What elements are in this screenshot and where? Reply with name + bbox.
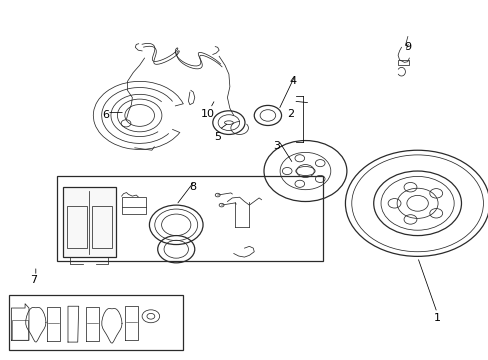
Text: 4: 4 (289, 76, 296, 86)
Text: 1: 1 (433, 313, 440, 323)
Text: 6: 6 (102, 111, 109, 121)
Bar (57, 176, 322, 261)
Text: 9: 9 (404, 42, 410, 52)
Bar (122, 197, 146, 214)
Text: 10: 10 (201, 109, 215, 119)
Bar (12, 320, 28, 339)
Text: 5: 5 (214, 132, 221, 142)
Bar (67, 206, 87, 248)
Bar (92, 206, 112, 248)
Text: 7: 7 (30, 275, 38, 285)
Text: 3: 3 (272, 141, 279, 151)
Bar (397, 60, 408, 65)
Text: 2: 2 (286, 109, 294, 119)
Bar (9, 295, 182, 350)
Text: 8: 8 (189, 182, 197, 192)
Bar (63, 187, 116, 257)
